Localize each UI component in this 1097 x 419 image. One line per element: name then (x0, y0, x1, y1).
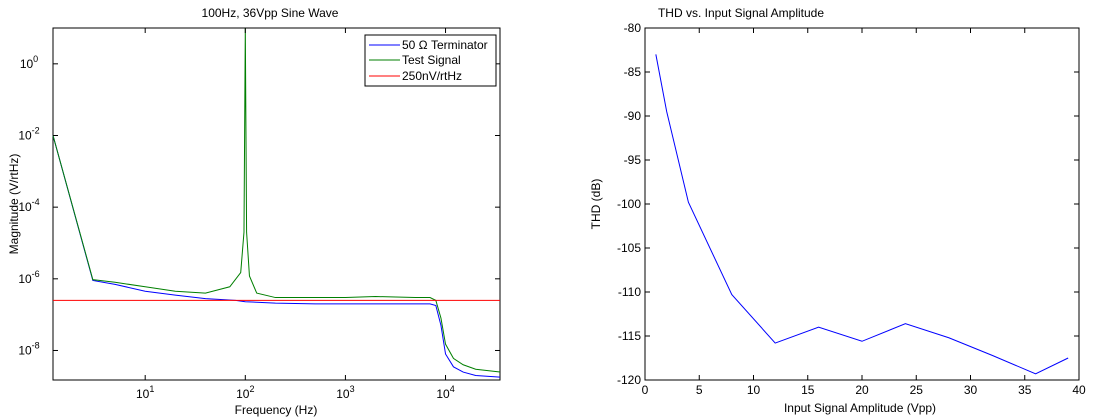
right-plot-area (644, 27, 1080, 381)
right-y-tick-label-8: -120 (617, 373, 641, 387)
left-y-tick-exp-3: -2 (32, 125, 40, 135)
left-y-tick-label-1: 10-6 (18, 269, 39, 286)
right-x-tick-label-8: 40 (1072, 383, 1086, 397)
right-y-tick-label-4: -100 (617, 197, 641, 211)
left-series-line-0 (52, 135, 501, 378)
left-x-tick-exp-0: 1 (149, 384, 154, 394)
left-x-axis-label: Frequency (Hz) (235, 403, 318, 417)
left-series-line-1 (52, 27, 501, 373)
legend: 50 Ω Terminator Test Signal 250nV/rtHz (364, 34, 497, 87)
left-y-tick-exp-0: -8 (32, 340, 40, 350)
legend-label-terminator: 50 Ω Terminator (402, 38, 488, 52)
right-series-layer (655, 54, 1069, 375)
right-x-tick-label-0: 0 (642, 383, 649, 397)
right-y-tick-label-2: -90 (624, 109, 642, 123)
right-axis-ticks: 0 5 10 15 20 25 30 35 40 -80 -85 -90 -95 -100 -105 -110… (617, 21, 1086, 397)
right-x-axis-label: Input Signal Amplitude (Vpp) (784, 401, 936, 415)
left-y-tick-exp-2: -4 (32, 197, 40, 207)
right-x-tick-label-3: 15 (801, 383, 815, 397)
right-x-tick-label-6: 30 (964, 383, 978, 397)
left-y-tick-label-2: 10-4 (18, 197, 39, 214)
left-x-tick-label-0: 101 (136, 384, 154, 401)
left-y-tick-exp-4: 0 (33, 54, 38, 64)
right-y-tick-label-3: -95 (624, 153, 642, 167)
right-series-line-0 (655, 54, 1069, 375)
right-x-tick-label-1: 5 (696, 383, 703, 397)
right-y-axis-label: THD (dB) (589, 179, 603, 230)
right-y-tick-label-1: -85 (624, 65, 642, 79)
left-chart-title: 100Hz, 36Vpp Sine Wave (202, 6, 339, 20)
right-x-tick-label-2: 10 (747, 383, 761, 397)
right-chart-title: THD vs. Input Signal Amplitude (658, 6, 824, 20)
thd-chart: THD vs. Input Signal Amplitude 0 5 10 15 20 2… (589, 6, 1086, 415)
legend-label-test-signal: Test Signal (402, 53, 461, 67)
left-x-tick-label-2: 103 (336, 384, 354, 401)
legend-label-250nv: 250nV/rtHz (402, 69, 462, 83)
right-y-tick-label-7: -115 (618, 329, 641, 343)
right-x-tick-label-4: 20 (855, 383, 869, 397)
left-series-layer (52, 27, 501, 378)
right-x-tick-label-5: 25 (910, 383, 924, 397)
right-x-tick-label-7: 35 (1018, 383, 1032, 397)
spectrum-chart: 100Hz, 36Vpp Sine Wave 101 102 103 10410-81… (7, 6, 501, 417)
left-x-tick-label-1: 102 (236, 384, 254, 401)
right-y-tick-label-5: -105 (617, 241, 641, 255)
left-plot-area (52, 27, 501, 381)
left-y-tick-exp-1: -6 (32, 269, 40, 279)
left-y-axis-label: Magnitude (V/rtHz) (7, 154, 21, 255)
left-y-tick-label-0: 10-8 (18, 340, 39, 357)
left-y-tick-label-3: 10-2 (18, 125, 39, 142)
right-y-tick-label-0: -80 (624, 21, 642, 35)
left-y-tick-label-4: 100 (20, 54, 38, 71)
right-y-tick-label-6: -110 (618, 285, 641, 299)
left-x-tick-label-3: 104 (436, 384, 454, 401)
left-x-tick-exp-1: 2 (249, 384, 254, 394)
left-x-tick-exp-3: 4 (450, 384, 455, 394)
left-x-tick-exp-2: 3 (350, 384, 355, 394)
